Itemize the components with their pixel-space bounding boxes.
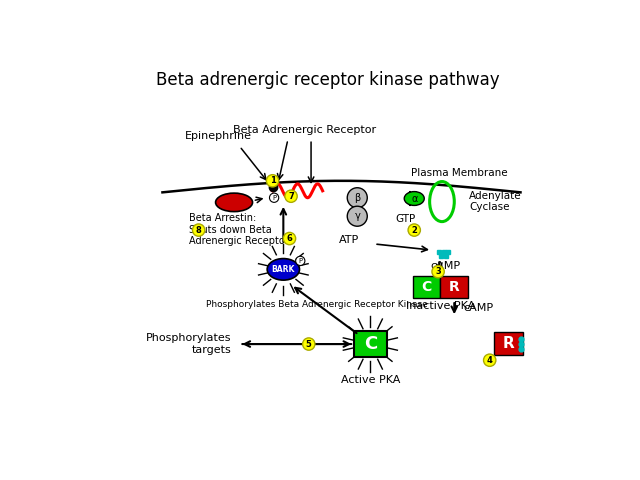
FancyBboxPatch shape <box>354 331 387 357</box>
Circle shape <box>432 265 444 278</box>
Text: Phosphorylates
targets: Phosphorylates targets <box>147 333 232 355</box>
Text: 8: 8 <box>196 226 202 235</box>
Ellipse shape <box>216 193 253 212</box>
FancyBboxPatch shape <box>440 276 468 298</box>
Circle shape <box>408 224 420 236</box>
Text: cAMP: cAMP <box>463 303 493 313</box>
Text: Beta Arrestin:
Shuts down Beta
Adrenergic Receptor: Beta Arrestin: Shuts down Beta Adrenergi… <box>189 213 289 246</box>
Text: Beta adrenergic receptor kinase pathway: Beta adrenergic receptor kinase pathway <box>156 72 500 89</box>
Text: α: α <box>411 193 417 204</box>
Text: P: P <box>298 258 302 264</box>
FancyBboxPatch shape <box>413 276 440 298</box>
Text: R: R <box>502 336 514 351</box>
Text: ATP: ATP <box>339 235 359 245</box>
Text: Inactive PKA: Inactive PKA <box>406 301 475 311</box>
Circle shape <box>296 256 305 265</box>
Ellipse shape <box>267 259 300 280</box>
Text: GTP: GTP <box>395 214 415 224</box>
Text: 3: 3 <box>435 267 441 276</box>
Circle shape <box>284 232 296 245</box>
Text: 1: 1 <box>269 176 275 185</box>
Text: γ: γ <box>355 211 360 221</box>
Text: 2: 2 <box>412 226 417 235</box>
Circle shape <box>348 188 367 208</box>
Text: 4: 4 <box>487 356 493 365</box>
Circle shape <box>266 175 279 187</box>
Circle shape <box>484 354 496 366</box>
Text: BARK: BARK <box>271 265 295 274</box>
Circle shape <box>285 190 297 203</box>
Text: cAMP: cAMP <box>430 261 460 271</box>
Text: Plasma Membrane: Plasma Membrane <box>411 168 508 179</box>
Text: β: β <box>354 193 360 203</box>
Text: R: R <box>449 280 460 294</box>
Text: 5: 5 <box>306 339 312 348</box>
Text: P: P <box>272 195 276 201</box>
Text: Beta Adrenergic Receptor: Beta Adrenergic Receptor <box>234 125 376 134</box>
Circle shape <box>348 206 367 226</box>
Circle shape <box>269 193 279 203</box>
Text: C: C <box>364 335 377 353</box>
Text: Active PKA: Active PKA <box>340 375 400 385</box>
Text: C: C <box>421 280 432 294</box>
FancyBboxPatch shape <box>493 332 523 355</box>
Ellipse shape <box>404 192 424 205</box>
Text: 6: 6 <box>287 234 292 243</box>
Text: Adenylate
Cyclase: Adenylate Cyclase <box>469 191 522 212</box>
Circle shape <box>303 338 315 350</box>
Text: 7: 7 <box>288 192 294 201</box>
Text: Epinephrine: Epinephrine <box>185 131 252 141</box>
Text: Phosphorylates Beta Adrenergic Receptor Kinase: Phosphorylates Beta Adrenergic Receptor … <box>205 300 428 309</box>
Circle shape <box>193 224 205 236</box>
